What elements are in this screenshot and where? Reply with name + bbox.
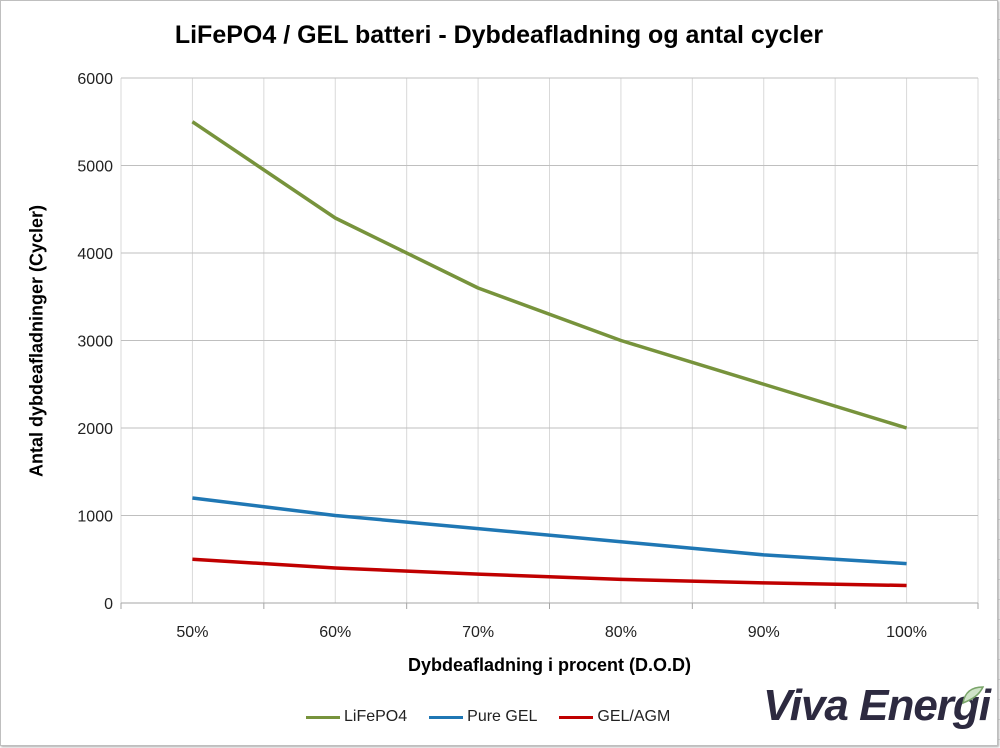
x-tick-label: 70% — [462, 624, 494, 641]
legend: LiFePO4 Pure GEL GEL/AGM — [306, 708, 670, 726]
x-tick-label: 100% — [886, 624, 927, 641]
legend-item: Pure GEL — [429, 708, 537, 726]
y-tick-label: 6000 — [77, 71, 113, 88]
y-tick-label: 2000 — [77, 421, 113, 438]
leaf-icon — [962, 686, 985, 705]
y-tick-label: 4000 — [77, 246, 113, 263]
legend-item: GEL/AGM — [559, 708, 670, 726]
y-tick-label: 3000 — [77, 334, 113, 351]
series-line-pure-gel — [192, 496, 907, 566]
legend-swatch — [429, 715, 464, 719]
legend-swatch — [559, 715, 594, 719]
y-tick-label: 1000 — [77, 509, 113, 526]
viva-energi-logo: Viva Energi — [763, 681, 991, 730]
chart-title: LiFePO4 / GEL batteri - Dybdeafladning o… — [174, 21, 824, 49]
series-line-lifepo4 — [191, 120, 908, 430]
x-tick-label: 50% — [176, 624, 208, 641]
y-tick-label: 0 — [104, 596, 113, 613]
legend-label: GEL/AGM — [597, 708, 671, 725]
legend-label: Pure GEL — [467, 708, 538, 725]
legend-label: LiFePO4 — [344, 708, 408, 725]
y-tick-label: 5000 — [77, 159, 113, 176]
series-line-gel-agm — [192, 557, 907, 588]
x-tick-label: 80% — [605, 624, 637, 641]
legend-swatch — [306, 715, 340, 719]
x-tick-label: 60% — [319, 624, 351, 641]
legend-item: LiFePO4 — [306, 708, 407, 726]
y-axis-label: Antal dybdeafladninger (Cycler) — [26, 204, 47, 478]
x-axis-label: Dybdeafladning i procent (D.O.D) — [407, 655, 691, 675]
x-tick-label: 90% — [748, 624, 780, 641]
